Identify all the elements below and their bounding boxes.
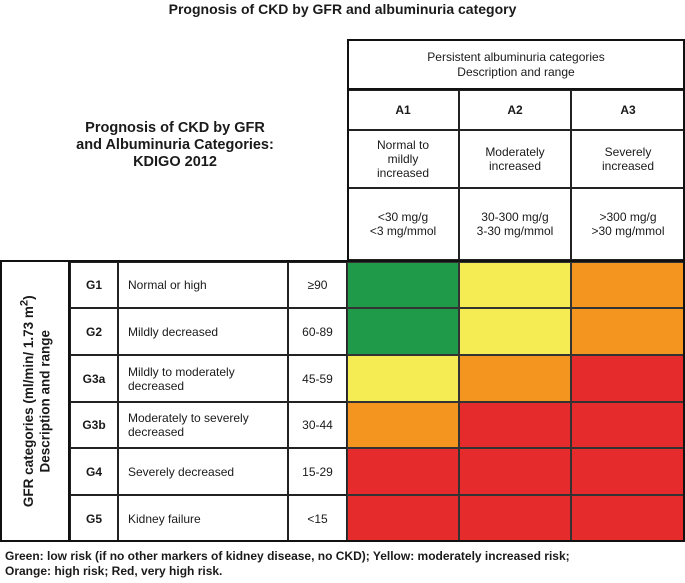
gfr-description: Moderately to severely decreased <box>118 402 288 448</box>
gfr-range: ≥90 <box>288 262 347 308</box>
gfr-description: Normal or high <box>118 262 288 308</box>
risk-cell-orange <box>571 262 685 308</box>
risk-cell-yellow <box>459 308 571 355</box>
gfr-code-g1: G1 <box>70 262 118 308</box>
legend-line: Orange: high risk; Red, very high risk. <box>5 564 685 579</box>
albuminuria-description-line: increased <box>377 166 429 180</box>
albuminuria-range-line: <30 mg/g <box>378 210 428 224</box>
risk-legend: Green: low risk (if no other markers of … <box>5 549 685 579</box>
albuminuria-code-a1: A1 <box>347 90 459 130</box>
albuminuria-description-line: Moderately <box>485 145 544 159</box>
gfr-description: Mildly to moderately decreased <box>118 355 288 402</box>
figure-title: Prognosis of CKD by GFR and albuminuria … <box>0 1 685 17</box>
side-title-line: and Albuminuria Categories: <box>20 137 330 154</box>
gfr-header-sup: 2 <box>19 300 31 306</box>
risk-cell-orange <box>571 308 685 355</box>
albuminuria-description-line: increased <box>602 159 654 173</box>
legend-line: Green: low risk (if no other markers of … <box>5 549 685 564</box>
albuminuria-description-line: Severely <box>605 145 652 159</box>
gfr-header-text: GFR categories (ml/min/ 1.73 m2) Descrip… <box>17 295 54 507</box>
gfr-code-g3a: G3a <box>70 355 118 402</box>
gfr-code-g4: G4 <box>70 448 118 495</box>
gfr-range: 45-59 <box>288 355 347 402</box>
albuminuria-header-line: Description and range <box>457 65 574 80</box>
gfr-range: <15 <box>288 495 347 542</box>
risk-cell-yellow <box>347 355 459 402</box>
risk-cell-green <box>347 308 459 355</box>
risk-cell-red <box>571 355 685 402</box>
risk-cell-orange <box>459 355 571 402</box>
side-title-line: Prognosis of CKD by GFR <box>20 120 330 137</box>
albuminuria-header: Persistent albuminuria categories Descri… <box>347 39 685 90</box>
albuminuria-code-a3: A3 <box>571 90 685 130</box>
gfr-range: 60-89 <box>288 308 347 355</box>
albuminuria-code-a2: A2 <box>459 90 571 130</box>
albuminuria-range: >300 mg/g >30 mg/mmol <box>571 188 685 260</box>
albuminuria-range-line: 30-300 mg/g <box>481 210 548 224</box>
gfr-range: 15-29 <box>288 448 347 495</box>
risk-cell-red <box>459 402 571 448</box>
albuminuria-range: 30-300 mg/g 3-30 mg/mmol <box>459 188 571 260</box>
albuminuria-range-line: >30 mg/mmol <box>591 224 664 238</box>
albuminuria-range: <30 mg/g <3 mg/mmol <box>347 188 459 260</box>
albuminuria-description: Moderately increased <box>459 130 571 188</box>
gfr-code-g3b: G3b <box>70 402 118 448</box>
gfr-header-line: GFR categories (ml/min/ 1.73 m <box>21 306 36 507</box>
gfr-categories-header: GFR categories (ml/min/ 1.73 m2) Descrip… <box>0 260 70 542</box>
gfr-header-line-end: ) <box>21 295 36 300</box>
side-title: Prognosis of CKD by GFR and Albuminuria … <box>20 120 330 171</box>
risk-cell-red <box>571 448 685 495</box>
risk-cell-red <box>571 495 685 542</box>
risk-cell-orange <box>347 402 459 448</box>
gfr-code-g2: G2 <box>70 308 118 355</box>
albuminuria-description-line: Normal to <box>377 138 429 152</box>
gfr-description: Kidney failure <box>118 495 288 542</box>
albuminuria-description-line: increased <box>489 159 541 173</box>
risk-cell-red <box>347 495 459 542</box>
albuminuria-header-line: Persistent albuminuria categories <box>427 50 604 65</box>
risk-cell-red <box>459 495 571 542</box>
gfr-header-line: Description and range <box>37 295 53 507</box>
gfr-description: Mildly decreased <box>118 308 288 355</box>
albuminuria-range-line: 3-30 mg/mmol <box>477 224 554 238</box>
albuminuria-description: Severely increased <box>571 130 685 188</box>
risk-cell-red <box>571 402 685 448</box>
gfr-code-g5: G5 <box>70 495 118 542</box>
risk-cell-yellow <box>459 262 571 308</box>
side-title-line: KDIGO 2012 <box>20 154 330 171</box>
risk-cell-green <box>347 262 459 308</box>
risk-cell-red <box>459 448 571 495</box>
albuminuria-description-line: mildly <box>388 152 419 166</box>
gfr-description: Severely decreased <box>118 448 288 495</box>
albuminuria-range-line: >300 mg/g <box>599 210 656 224</box>
risk-cell-red <box>347 448 459 495</box>
albuminuria-range-line: <3 mg/mmol <box>370 224 436 238</box>
albuminuria-description: Normal to mildly increased <box>347 130 459 188</box>
gfr-range: 30-44 <box>288 402 347 448</box>
